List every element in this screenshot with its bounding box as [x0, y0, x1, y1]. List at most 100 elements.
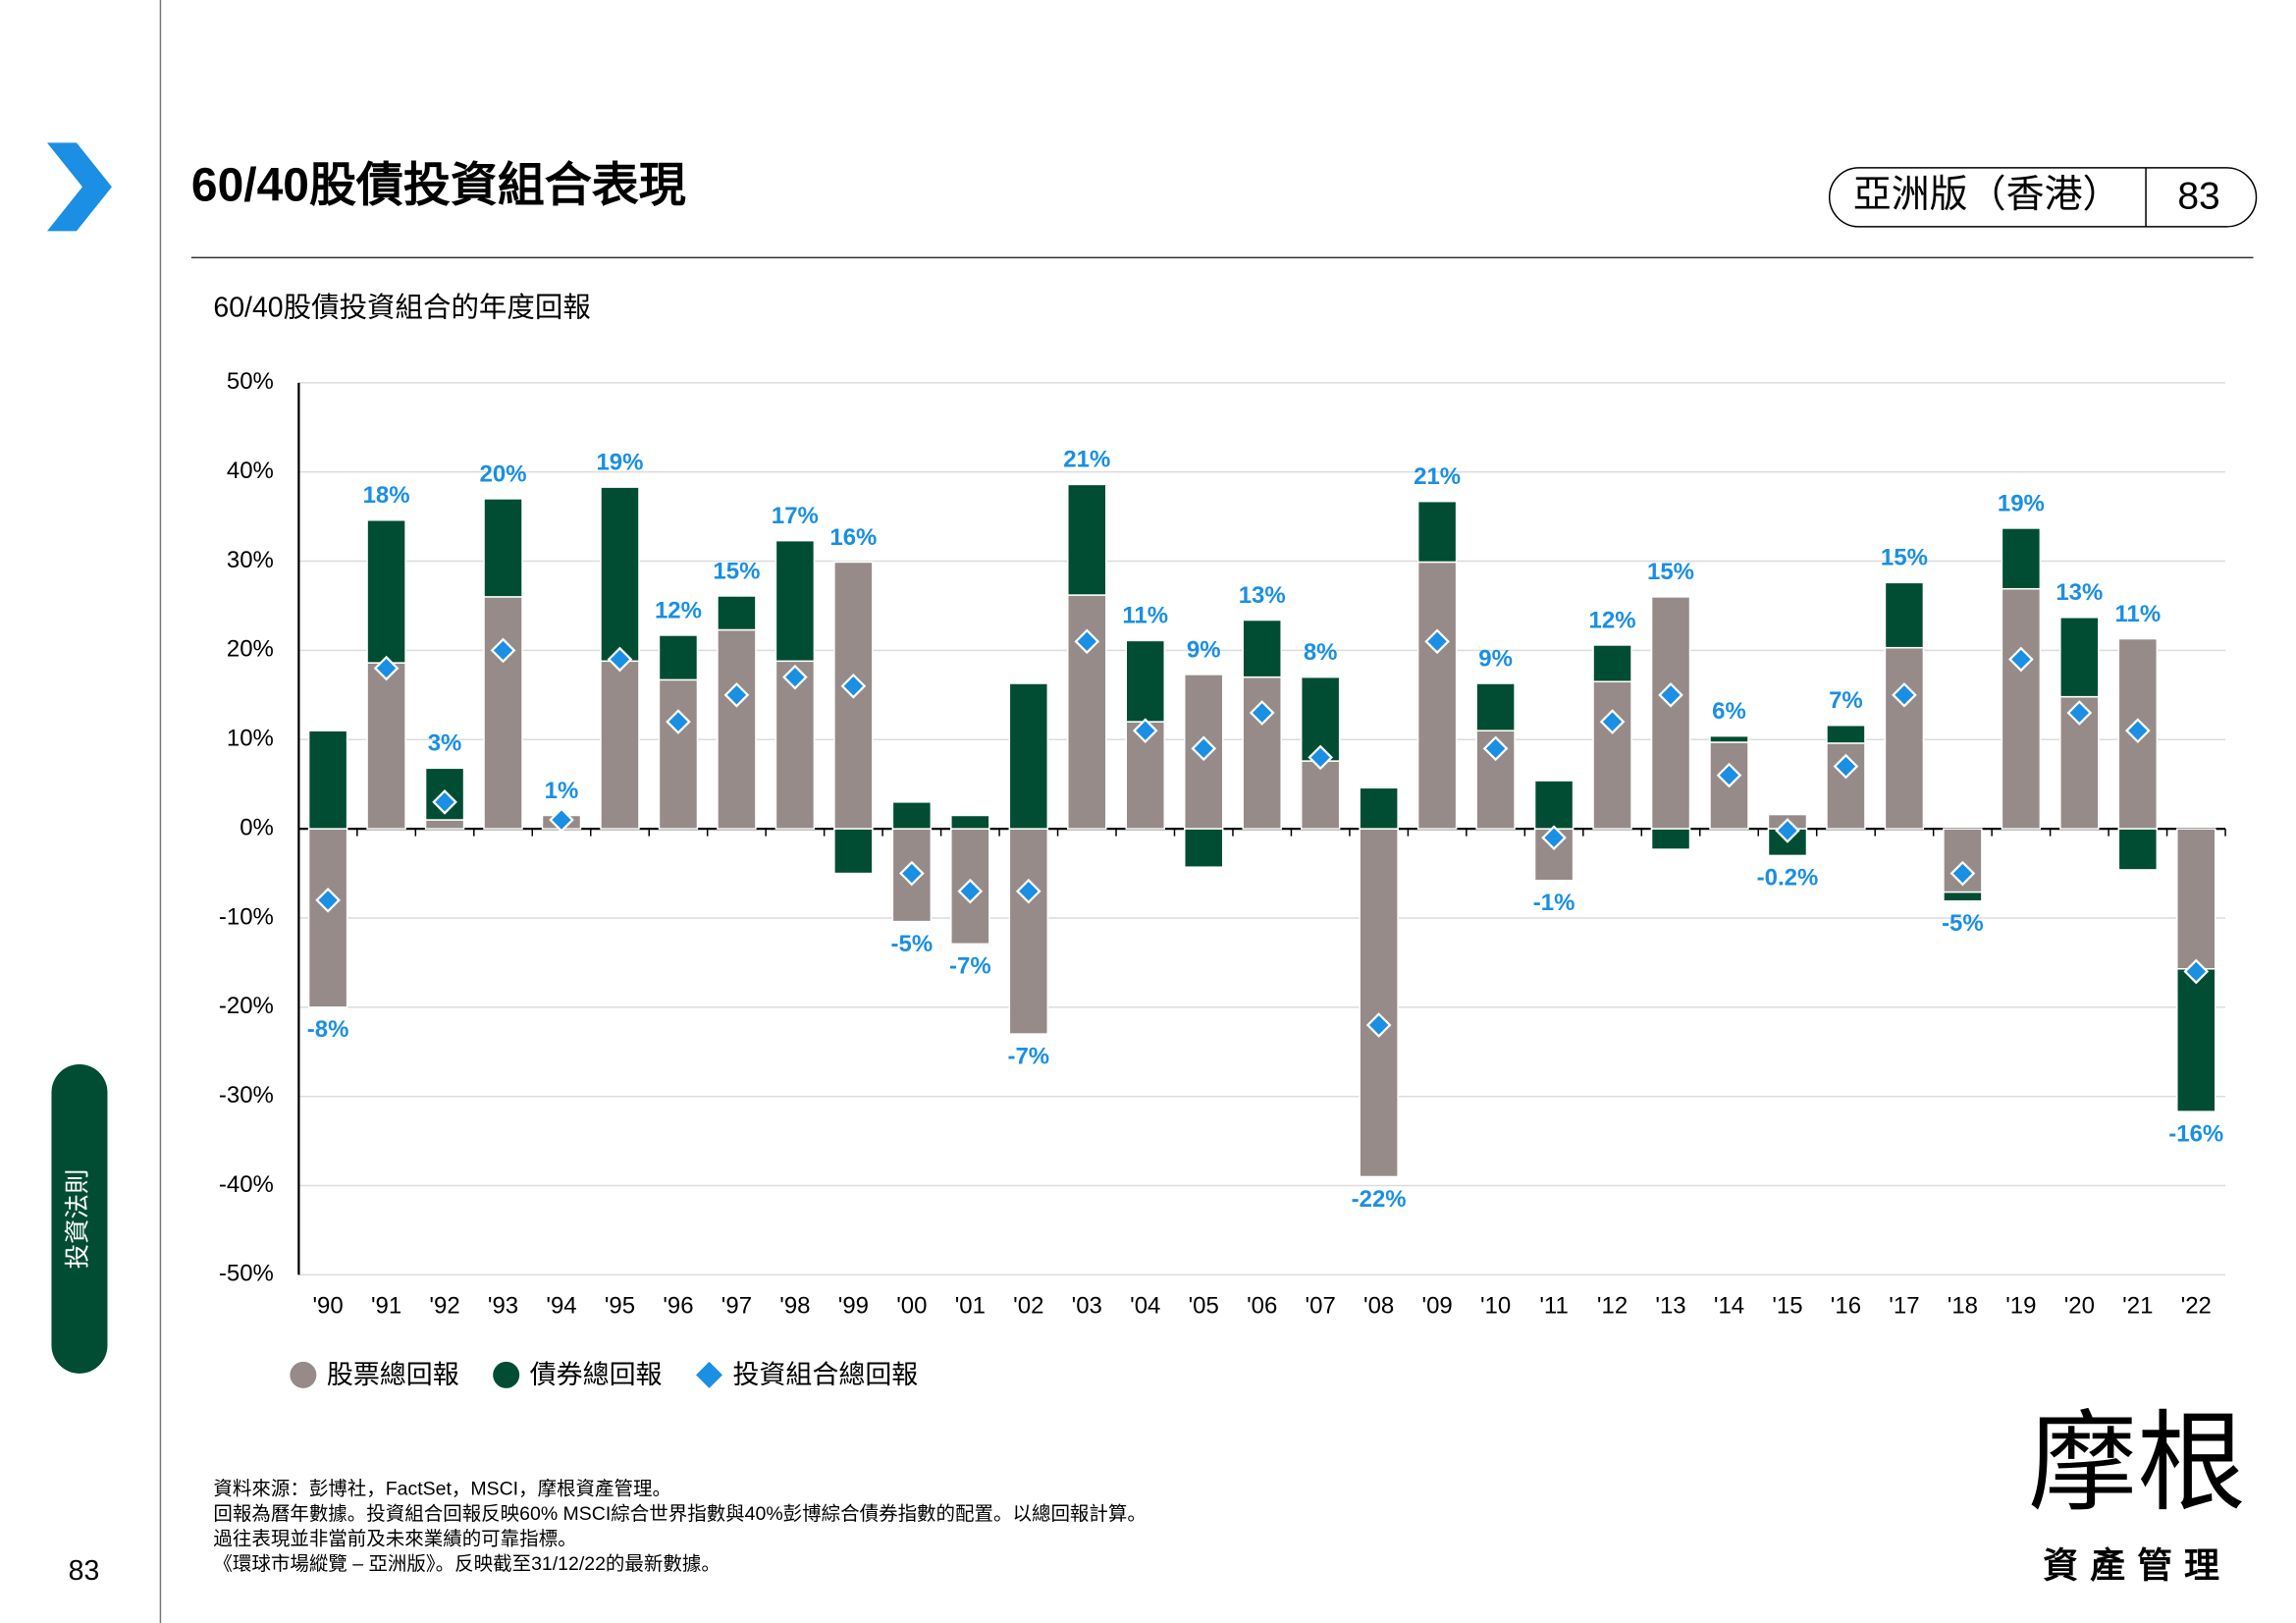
logo-sub: 資產管理 — [2043, 1544, 2231, 1585]
y-tick-label: -40% — [219, 1171, 274, 1198]
portfolio-marker — [1658, 681, 1683, 708]
x-tick-label: '90 — [312, 1293, 343, 1320]
x-tick-label: '03 — [1072, 1293, 1102, 1320]
bar-segment — [1008, 828, 1049, 1035]
data-label: -8% — [307, 1016, 349, 1043]
bar-segment — [483, 596, 523, 830]
data-label: 18% — [363, 482, 410, 509]
header-page: 83 — [2177, 176, 2219, 218]
data-label: 13% — [2056, 579, 2103, 606]
x-tick-label: '96 — [663, 1293, 693, 1320]
portfolio-marker — [1424, 628, 1450, 655]
bar-segment — [1592, 644, 1632, 682]
bar-segment — [2059, 617, 2100, 698]
legend-label: 債券總回報 — [530, 1360, 663, 1389]
data-label: -0.2% — [1757, 865, 1819, 892]
portfolio-marker — [2183, 958, 2210, 985]
data-label: 11% — [1122, 603, 1168, 629]
x-tick-label: '11 — [1539, 1293, 1568, 1320]
bar-segment — [1008, 682, 1049, 830]
x-tick-label: '16 — [1831, 1293, 1861, 1320]
x-tick-label: '19 — [2005, 1293, 2036, 1320]
portfolio-marker — [1308, 744, 1334, 771]
portfolio-marker — [1541, 825, 1567, 851]
portfolio-marker — [957, 878, 984, 904]
portfolio-marker — [1716, 762, 1742, 788]
data-label: 6% — [1712, 698, 1746, 725]
bar-segment — [950, 814, 990, 830]
data-label: 9% — [1187, 636, 1221, 663]
x-tick-label: '94 — [546, 1293, 576, 1320]
legend-label: 投資組合總回報 — [732, 1360, 918, 1389]
portfolio-marker — [1132, 718, 1158, 744]
portfolio-marker — [1775, 818, 1800, 843]
bar-segment — [2001, 587, 2042, 830]
x-tick-label: '22 — [2181, 1293, 2212, 1320]
y-tick-label: 50% — [227, 368, 274, 395]
portfolio-marker — [1892, 681, 1917, 708]
portfolio-marker — [432, 789, 457, 815]
data-label: -5% — [1942, 910, 1984, 937]
footnote: 過往表現並非當前及未來業績的可靠指標。 — [213, 1528, 576, 1549]
y-tick-label: 0% — [240, 814, 274, 840]
x-tick-label: '91 — [371, 1293, 401, 1320]
portfolio-marker — [2124, 718, 2151, 744]
legend-label: 股票總回報 — [327, 1360, 459, 1389]
x-tick-label: '02 — [1013, 1293, 1043, 1320]
x-tick-label: '17 — [1889, 1293, 1919, 1320]
bar-segment — [1884, 646, 1925, 830]
bar-segment — [1242, 676, 1282, 830]
bar-segment — [658, 634, 699, 681]
data-label: -7% — [949, 953, 991, 980]
data-label: -22% — [1352, 1186, 1407, 1213]
bar-segment — [366, 518, 406, 664]
portfolio-marker — [1074, 628, 1100, 655]
data-label: 16% — [829, 524, 877, 551]
bar-segment — [658, 678, 699, 830]
bar-segment — [717, 595, 757, 631]
bar-segment — [1475, 682, 1516, 731]
bar-segment — [600, 660, 640, 830]
portfolio-marker — [315, 887, 341, 913]
portfolio-marker — [1365, 1012, 1392, 1038]
bar-segment — [1533, 780, 1575, 830]
y-tick-label: -30% — [219, 1082, 274, 1109]
bar-segment — [1067, 483, 1107, 596]
y-tick-label: -10% — [219, 903, 274, 930]
y-tick-label: 40% — [227, 458, 274, 484]
bar-segment — [1125, 639, 1165, 723]
data-label: 17% — [772, 503, 819, 529]
data-label: -16% — [2168, 1120, 2223, 1147]
data-label: 21% — [1414, 463, 1461, 490]
portfolio-marker — [1599, 709, 1626, 734]
data-label: 8% — [1304, 639, 1338, 666]
portfolio-marker — [1015, 878, 1041, 904]
legend-marker — [696, 1361, 722, 1388]
page-number: 83 — [69, 1555, 100, 1587]
data-label: 21% — [1063, 447, 1110, 473]
portfolio-marker — [1482, 735, 1509, 762]
data-label: 11% — [2114, 601, 2161, 627]
x-tick-label: '01 — [955, 1293, 986, 1320]
x-tick-label: '97 — [721, 1293, 752, 1320]
bar-segment — [717, 628, 757, 830]
bar-segment — [1359, 828, 1399, 1178]
x-tick-label: '21 — [2122, 1293, 2153, 1320]
bar-segment — [1242, 619, 1282, 678]
bar-segment — [833, 828, 874, 875]
portfolio-marker — [1191, 735, 1217, 762]
data-label: 19% — [1998, 490, 2045, 516]
x-tick-label: '99 — [838, 1293, 869, 1320]
sidebar-label: 投資法則 — [65, 1168, 92, 1269]
x-tick-label: '98 — [779, 1293, 810, 1320]
portfolio-marker — [549, 807, 574, 833]
portfolio-marker — [373, 655, 400, 681]
sidebar-tab — [51, 1064, 108, 1374]
portfolio-marker — [490, 637, 516, 664]
bar-segment — [424, 819, 465, 830]
x-tick-label: '09 — [1421, 1293, 1452, 1320]
bar-segment — [366, 662, 406, 830]
bar-segment — [891, 801, 933, 830]
bar-segment — [774, 539, 816, 663]
